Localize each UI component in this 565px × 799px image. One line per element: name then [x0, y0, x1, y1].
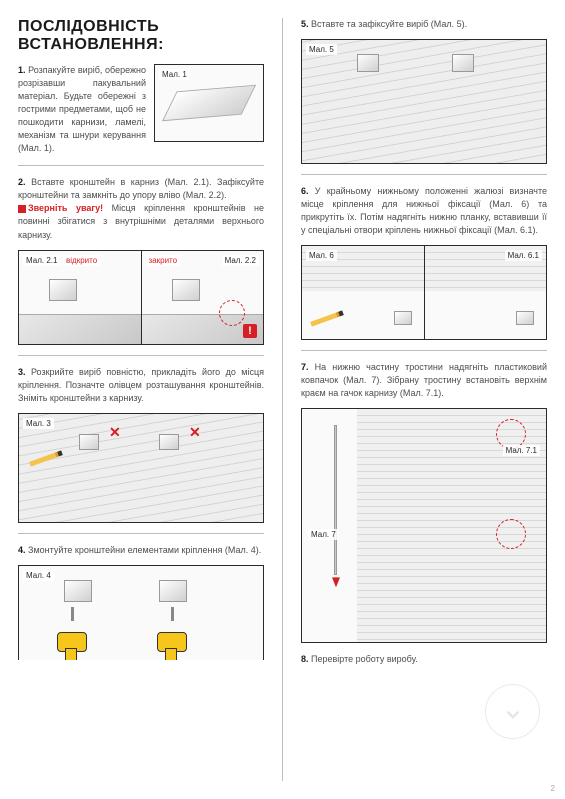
page-number: 2 [551, 784, 555, 793]
step-1-body: Розпакуйте виріб, обережно розрізавши па… [18, 65, 146, 153]
figure-6-1-label: Мал. 6.1 [505, 250, 542, 261]
figure-7: Мал. 7 Мал. 7.1 [301, 408, 547, 643]
column-divider [282, 18, 283, 781]
figure-5-label: Мал. 5 [306, 44, 337, 55]
right-column: 5. Вставте та зафіксуйте виріб (Мал. 5).… [301, 18, 547, 781]
rail-illustration [162, 85, 256, 122]
bracket-3a [79, 434, 99, 450]
open-label: відкрито [63, 255, 100, 266]
step-7-text: 7. На нижню частину тростини надягніть п… [301, 361, 547, 400]
figure-3: Мал. 3 ✕ ✕ [18, 413, 264, 523]
bracket-closed [172, 279, 200, 301]
step-4-body: Змонтуйте кронштейни елементами кріпленн… [28, 545, 261, 555]
step-7-num: 7. [301, 362, 309, 372]
step-4-num: 4. [18, 545, 26, 555]
step-2-num: 2. [18, 177, 26, 187]
alert-icon: ! [243, 324, 257, 338]
figure-7-label: Мал. 7 [308, 529, 339, 540]
x-mark-2: ✕ [189, 424, 201, 441]
fixture-6 [394, 311, 412, 325]
wand-illustration [334, 425, 337, 575]
step-1: 1. Розпакуйте виріб, обережно розрізавши… [18, 64, 264, 155]
page-container: ПОСЛІДОВНІСТЬ ВСТАНОВЛЕННЯ: 1. Розпакуйт… [0, 0, 565, 799]
closed-label: закрито [146, 255, 181, 266]
step-4-text: 4. Змонтуйте кронштейни елементами кріпл… [18, 544, 264, 557]
step-3-body: Розкрийте виріб повністю, прикладіть йог… [18, 367, 264, 403]
warning-icon [18, 205, 26, 213]
step-3-num: 3. [18, 367, 26, 377]
divider-3 [18, 533, 264, 534]
bracket-3b [159, 434, 179, 450]
figure-4-label: Мал. 4 [23, 570, 54, 581]
bracket-4b [159, 580, 187, 602]
x-mark-1: ✕ [109, 424, 121, 441]
step-1-text: 1. Розпакуйте виріб, обережно розрізавши… [18, 64, 146, 155]
warning-label: Зверніть увагу! [28, 203, 103, 213]
figure-6: Мал. 6 [301, 245, 424, 340]
wand-cap [332, 577, 340, 587]
divider-r2 [301, 350, 547, 351]
figure-2-2: закрито Мал. 2.2 ! [141, 250, 265, 345]
figure-7-1-label: Мал. 7.1 [503, 445, 540, 456]
figure-2-2-label: Мал. 2.2 [222, 255, 259, 266]
figure-3-label: Мал. 3 [23, 418, 54, 429]
drill-icon-2 [149, 617, 199, 652]
step-3-text: 3. Розкрийте виріб повністю, прикладіть … [18, 366, 264, 405]
divider-r1 [301, 174, 547, 175]
step-5-body: Вставте та зафіксуйте виріб (Мал. 5). [311, 19, 467, 29]
step-6-text: 6. У крайньому нижньому положенні жалюзі… [301, 185, 547, 237]
fixture-61 [516, 311, 534, 325]
step-2-text: 2. Вставте кронштейн в карниз (Мал. 2.1)… [18, 176, 264, 241]
bracket-5b [452, 54, 474, 72]
step-7-body: На нижню частину тростини надягніть плас… [301, 362, 547, 398]
divider-2 [18, 355, 264, 356]
rail-section-1 [19, 314, 141, 344]
watermark-icon [485, 684, 540, 739]
figure-5: Мал. 5 [301, 39, 547, 164]
figure-6-label: Мал. 6 [306, 250, 337, 261]
step-2-body: Вставте кронштейн в карниз (Мал. 2.1). З… [18, 177, 264, 200]
figure-1: Мал. 1 [154, 64, 264, 142]
step-2-figures: Мал. 2.1 відкрито закрито Мал. 2.2 ! [18, 250, 264, 345]
figure-1-label: Мал. 1 [159, 69, 190, 80]
step-6-body: У крайньому нижньому положенні жалюзі ви… [301, 186, 547, 235]
step-8-body: Перевірте роботу виробу. [311, 654, 418, 664]
page-title: ПОСЛІДОВНІСТЬ ВСТАНОВЛЕННЯ: [18, 18, 264, 54]
step-8-num: 8. [301, 654, 309, 664]
figure-4: Мал. 4 [18, 565, 264, 660]
figure-2-1: Мал. 2.1 відкрито [18, 250, 141, 345]
blinds-diag-5 [302, 40, 546, 163]
blinds-diag-3 [19, 414, 263, 522]
step-5-text: 5. Вставте та зафіксуйте виріб (Мал. 5). [301, 18, 547, 31]
figure-6-1: Мал. 6.1 [424, 245, 548, 340]
step-8-text: 8. Перевірте роботу виробу. [301, 653, 547, 666]
pencil-icon-6 [310, 311, 344, 327]
bracket-open [49, 279, 77, 301]
bracket-5a [357, 54, 379, 72]
bracket-4a [64, 580, 92, 602]
step-5-num: 5. [301, 19, 309, 29]
step-6-figures: Мал. 6 Мал. 6.1 [301, 245, 547, 340]
left-column: ПОСЛІДОВНІСТЬ ВСТАНОВЛЕННЯ: 1. Розпакуйт… [18, 18, 264, 781]
figure-2-1-label: Мал. 2.1 [23, 255, 60, 266]
step-1-num: 1. [18, 65, 26, 75]
highlight-circle [219, 300, 245, 326]
divider-1 [18, 165, 264, 166]
step-6-num: 6. [301, 186, 309, 196]
drill-icon-1 [49, 617, 99, 652]
